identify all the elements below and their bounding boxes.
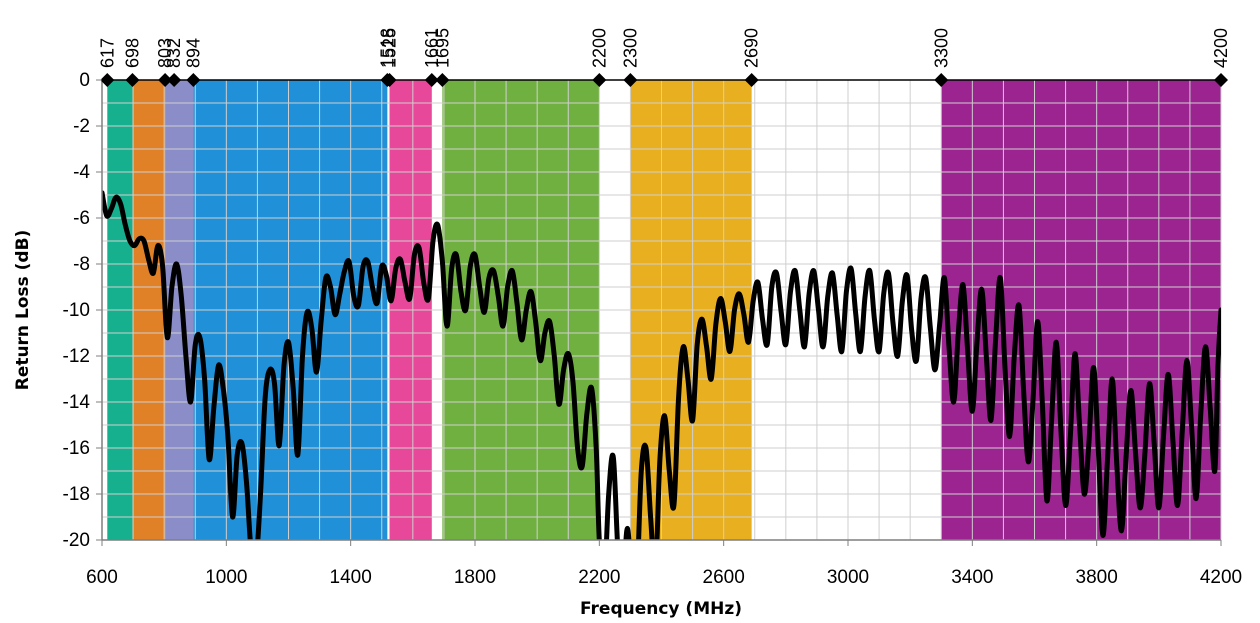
x-axis-title: Frequency (MHz)	[580, 599, 742, 619]
marker-label-2200: 2200	[589, 28, 609, 68]
marker-label-2300: 2300	[620, 28, 640, 68]
marker-diamond-1695	[435, 73, 450, 87]
y-tick-label: 0	[79, 70, 90, 91]
marker-diamond-4200	[1214, 73, 1228, 87]
x-tick-label: 3800	[1076, 567, 1118, 588]
y-tick-label: -16	[63, 438, 90, 459]
x-tick-label: 1400	[330, 567, 372, 588]
marker-label-1518: 1518	[377, 28, 397, 68]
marker-label-2690: 2690	[742, 28, 762, 68]
marker-label-3300: 3300	[931, 28, 951, 68]
x-tick-label: 2200	[578, 567, 620, 588]
y-tick-label: -2	[73, 116, 90, 137]
y-axis-title: Return Loss (dB)	[13, 230, 33, 391]
y-tick-label: -20	[63, 530, 90, 551]
marker-diamond-832	[167, 73, 182, 87]
marker-label-617: 617	[97, 38, 117, 68]
marker-diamond-1661	[424, 73, 439, 87]
y-tick-label: -14	[63, 392, 91, 413]
x-tick-label: 2600	[703, 567, 745, 588]
y-tick-label: -8	[73, 254, 90, 275]
marker-diamond-894	[186, 73, 201, 87]
marker-diamond-617	[100, 73, 115, 87]
axis-ticks: 600 1000 1400 1800 2200 2600 3000 3400 3800 4200 0…	[63, 70, 1243, 588]
x-tick-label: 4200	[1200, 567, 1242, 588]
series-layer	[102, 190, 1221, 540]
marker-diamond-698	[125, 73, 140, 87]
y-tick-label: -12	[63, 346, 90, 367]
marker-label-803: 803	[155, 38, 175, 68]
marker-label-1525: 1525	[380, 28, 400, 68]
x-tick-label: 3000	[827, 567, 869, 588]
y-tick-label: -10	[63, 300, 90, 321]
y-tick-label: -18	[63, 484, 90, 505]
marker-label-1695: 1695	[432, 28, 452, 68]
marker-label-894: 894	[183, 38, 203, 68]
marker-diamond-3300	[934, 73, 949, 87]
x-tick-label: 600	[86, 567, 118, 588]
marker-label-698: 698	[122, 38, 142, 68]
x-tick-label: 1800	[454, 567, 496, 588]
marker-diamond-1525	[382, 73, 397, 87]
series-line-0	[102, 190, 1221, 540]
marker-label-4200: 4200	[1211, 28, 1231, 68]
marker-diamond-2200	[592, 73, 607, 87]
y-tick-label: -4	[73, 162, 90, 183]
marker-label-1661: 1661	[422, 28, 442, 68]
marker-diamond-2300	[623, 73, 638, 87]
marker-label-832: 832	[164, 38, 184, 68]
x-tick-label: 3400	[951, 567, 993, 588]
marker-diamond-2690	[744, 73, 759, 87]
x-tick-label: 1000	[205, 567, 247, 588]
y-tick-label: -6	[73, 208, 90, 229]
marker-diamond-803	[158, 73, 173, 87]
